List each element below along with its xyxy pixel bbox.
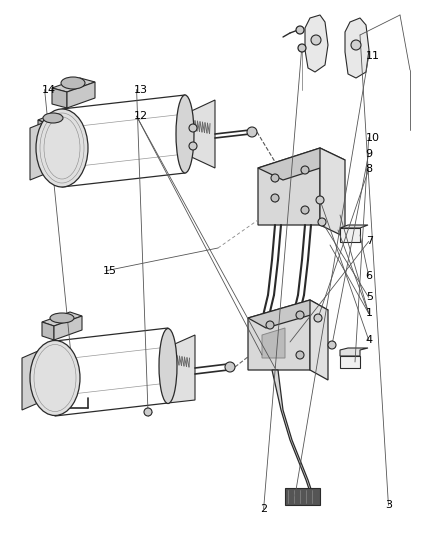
- Polygon shape: [262, 328, 285, 358]
- Ellipse shape: [159, 328, 177, 403]
- Polygon shape: [52, 78, 95, 92]
- Ellipse shape: [43, 113, 63, 123]
- Circle shape: [266, 321, 274, 329]
- Circle shape: [298, 44, 306, 52]
- Text: 1: 1: [366, 309, 373, 318]
- Circle shape: [318, 218, 326, 226]
- Text: 10: 10: [366, 133, 380, 142]
- Polygon shape: [248, 300, 310, 370]
- Circle shape: [189, 142, 197, 150]
- Polygon shape: [305, 15, 328, 72]
- Circle shape: [296, 351, 304, 359]
- Circle shape: [314, 314, 322, 322]
- Circle shape: [296, 311, 304, 319]
- Polygon shape: [52, 88, 67, 108]
- Circle shape: [271, 174, 279, 182]
- Polygon shape: [258, 148, 345, 180]
- Text: 15: 15: [103, 266, 117, 276]
- Polygon shape: [54, 316, 82, 340]
- Circle shape: [301, 206, 309, 214]
- Ellipse shape: [36, 109, 88, 187]
- Text: 7: 7: [366, 237, 373, 246]
- Polygon shape: [255, 335, 270, 348]
- Text: 11: 11: [366, 51, 380, 61]
- Circle shape: [247, 127, 257, 137]
- Polygon shape: [42, 322, 54, 340]
- Text: 14: 14: [42, 85, 56, 94]
- Ellipse shape: [176, 95, 194, 173]
- Polygon shape: [340, 348, 368, 356]
- Circle shape: [328, 341, 336, 349]
- Polygon shape: [38, 120, 48, 140]
- Polygon shape: [30, 118, 55, 180]
- Text: 4: 4: [366, 335, 373, 345]
- Text: 8: 8: [366, 165, 373, 174]
- Text: 3: 3: [385, 500, 392, 510]
- Polygon shape: [168, 335, 195, 403]
- Ellipse shape: [61, 77, 85, 89]
- Polygon shape: [22, 348, 45, 410]
- Text: 13: 13: [134, 85, 148, 94]
- Polygon shape: [185, 100, 215, 168]
- Circle shape: [311, 35, 321, 45]
- Polygon shape: [248, 300, 328, 328]
- Polygon shape: [310, 300, 328, 380]
- Circle shape: [301, 166, 309, 174]
- Ellipse shape: [50, 313, 74, 323]
- Polygon shape: [38, 112, 68, 124]
- Circle shape: [271, 194, 279, 202]
- Ellipse shape: [30, 341, 80, 416]
- Polygon shape: [48, 116, 68, 140]
- Polygon shape: [345, 18, 369, 78]
- Circle shape: [296, 26, 304, 34]
- Polygon shape: [67, 82, 95, 108]
- Polygon shape: [272, 370, 312, 492]
- Polygon shape: [340, 356, 360, 368]
- Polygon shape: [320, 148, 345, 237]
- Polygon shape: [340, 225, 368, 228]
- Circle shape: [225, 362, 235, 372]
- Circle shape: [189, 124, 197, 132]
- Polygon shape: [258, 148, 320, 225]
- Text: 5: 5: [366, 293, 373, 302]
- Circle shape: [351, 40, 361, 50]
- Circle shape: [68, 382, 75, 389]
- Text: 6: 6: [366, 271, 373, 281]
- Polygon shape: [42, 312, 82, 326]
- Circle shape: [144, 408, 152, 416]
- Polygon shape: [285, 338, 302, 352]
- Text: 12: 12: [134, 111, 148, 121]
- Text: 9: 9: [366, 149, 373, 158]
- Polygon shape: [340, 228, 360, 242]
- Circle shape: [316, 196, 324, 204]
- Text: 2: 2: [261, 504, 268, 514]
- Polygon shape: [285, 488, 320, 505]
